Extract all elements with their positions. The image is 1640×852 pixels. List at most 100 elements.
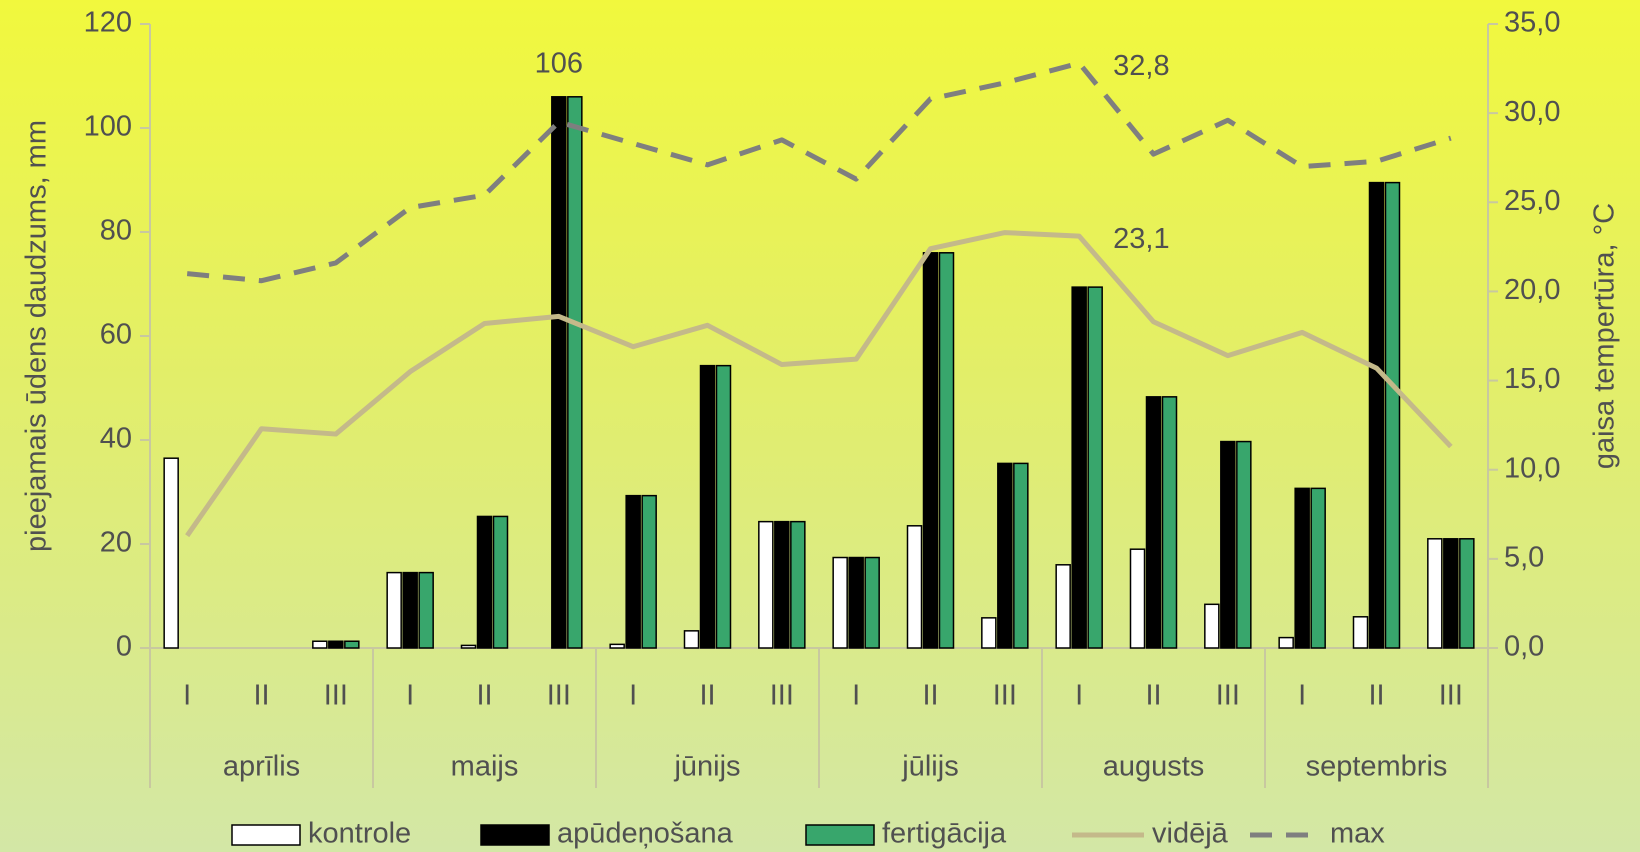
bar (699, 364, 716, 649)
bar (1236, 440, 1252, 649)
legend-swatch (480, 824, 550, 846)
x-tick-label: I (1298, 680, 1306, 712)
bar (418, 571, 434, 649)
x-tick-label: II (699, 680, 715, 712)
bar (1427, 538, 1443, 649)
x-tick-label: I (852, 680, 860, 712)
bar (609, 643, 625, 649)
y2-tick-label: 25,0 (1504, 185, 1560, 217)
x-tick-label: III (547, 680, 571, 712)
legend-swatch (805, 824, 875, 846)
x-tick-label: II (922, 680, 938, 712)
x-tick-label: II (476, 680, 492, 712)
legend-label: fertigācija (882, 818, 1007, 850)
bar (1055, 564, 1071, 649)
bar (922, 252, 939, 649)
bar (683, 630, 700, 649)
y-tick-label: 100 (84, 111, 132, 143)
y2-tick-label: 15,0 (1504, 363, 1560, 395)
bar (1310, 487, 1326, 649)
bar (312, 640, 328, 649)
bar (997, 462, 1013, 649)
data-label: 23,1 (1113, 223, 1169, 255)
group-label: maijs (451, 751, 519, 783)
bar (1087, 286, 1103, 649)
y-tick-label: 120 (84, 7, 132, 39)
bar (625, 494, 641, 649)
bar (1220, 440, 1236, 649)
bar (715, 364, 732, 649)
bar (476, 515, 493, 649)
x-tick-label: III (993, 680, 1017, 712)
x-tick-label: III (324, 680, 348, 712)
y-axis-label: pieejamais ūdens daudzums, mm (21, 120, 53, 552)
bar (1071, 286, 1087, 649)
y-tick-label: 40 (100, 423, 132, 455)
bar (386, 571, 402, 649)
y2-tick-label: 20,0 (1504, 274, 1560, 306)
line-series (185, 230, 1453, 538)
bar (1161, 396, 1178, 649)
legend-label: max (1330, 818, 1385, 850)
group-label: augusts (1103, 751, 1205, 783)
bar (1145, 396, 1162, 649)
bar (938, 252, 955, 649)
bar (551, 96, 567, 649)
bar (1204, 603, 1220, 649)
bar (906, 525, 923, 649)
group-label: septembris (1306, 751, 1448, 783)
bar (1368, 181, 1385, 649)
bar (1129, 548, 1146, 649)
x-tick-label: III (1439, 680, 1463, 712)
y-tick-label: 20 (100, 527, 132, 559)
x-tick-label: I (629, 680, 637, 712)
group-label: jūnijs (673, 751, 740, 783)
bar (1443, 538, 1459, 649)
bar (790, 520, 806, 649)
bar (1294, 487, 1310, 649)
bar (981, 617, 997, 649)
bar (758, 520, 774, 649)
bar (344, 640, 360, 649)
bar (492, 515, 509, 649)
legend-label: apūdeņošana (557, 818, 734, 850)
y2-tick-label: 0,0 (1504, 631, 1544, 663)
bar (1278, 636, 1294, 649)
x-tick-label: II (253, 680, 269, 712)
bar (1384, 181, 1401, 649)
bar (328, 640, 344, 649)
bar (848, 556, 864, 649)
bar (163, 457, 179, 649)
bar (567, 96, 583, 649)
bar (774, 520, 790, 649)
bar (1013, 462, 1029, 649)
bar (832, 556, 848, 649)
y-tick-label: 60 (100, 319, 132, 351)
y2-tick-label: 35,0 (1504, 7, 1560, 39)
bar (1352, 616, 1369, 649)
bar (864, 556, 880, 649)
x-tick-label: III (770, 680, 794, 712)
legend-label: kontrole (308, 818, 411, 850)
y2-axis-label: gaisa tempertūra, °C (1589, 203, 1621, 469)
group-label: aprīlis (223, 751, 300, 783)
y-tick-label: 80 (100, 215, 132, 247)
y2-tick-label: 5,0 (1504, 542, 1544, 574)
bar (460, 644, 477, 649)
y2-tick-label: 30,0 (1504, 96, 1560, 128)
bar (402, 571, 418, 649)
x-tick-label: II (1368, 680, 1384, 712)
line-series (186, 60, 1452, 284)
data-label: 32,8 (1113, 50, 1169, 82)
group-label: jūlijs (901, 751, 958, 783)
x-tick-label: II (1145, 680, 1161, 712)
y2-tick-label: 10,0 (1504, 452, 1560, 484)
y-tick-label: 0 (116, 631, 132, 663)
x-tick-label: I (183, 680, 191, 712)
x-tick-label: III (1216, 680, 1240, 712)
bar (1459, 538, 1475, 649)
legend-swatch (231, 824, 301, 846)
x-tick-label: I (1075, 680, 1083, 712)
